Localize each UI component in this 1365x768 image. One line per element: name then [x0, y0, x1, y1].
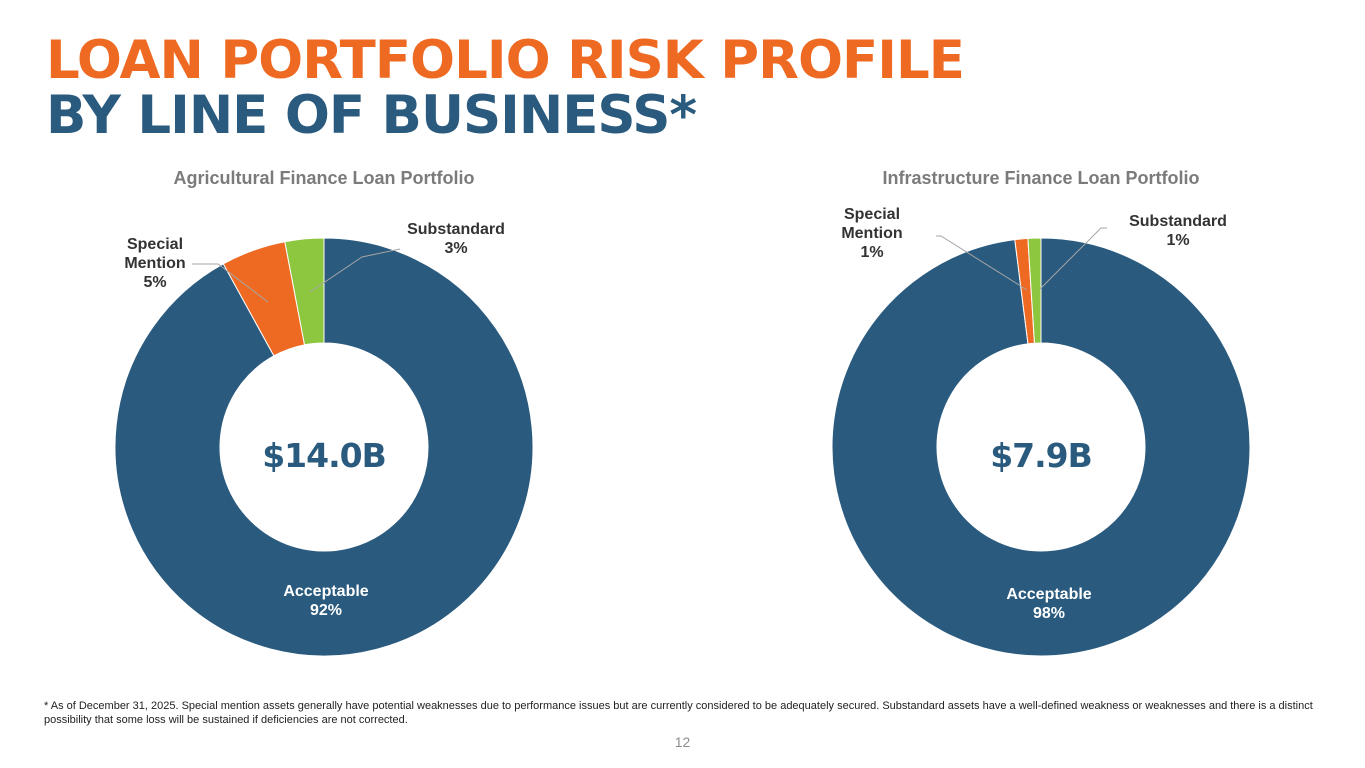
data-label-value: 3% — [444, 240, 468, 257]
chart-title: Infrastructure Finance Loan Portfolio — [882, 168, 1200, 188]
leader-line-substandard — [1039, 227, 1107, 290]
slice-substandard — [1027, 237, 1042, 344]
data-label-category: Substandard — [1129, 213, 1227, 230]
data-label-value: 92% — [309, 602, 343, 619]
infrastructure-donut-svg — [831, 227, 1251, 657]
data-label-special-mention: Special Mention 1% — [802, 205, 942, 262]
data-label-category: Acceptable — [283, 583, 369, 600]
data-label-special-mention: Special Mention 5% — [85, 235, 225, 292]
data-label-acceptable: Acceptable 92% — [256, 582, 396, 620]
data-label-category: Mention — [841, 225, 903, 242]
title-line-1: LOAN PORTFOLIO RISK PROFILE — [46, 30, 965, 91]
data-label-value: 5% — [143, 274, 167, 291]
footnote: * As of December 31, 2025. Special menti… — [44, 700, 1313, 726]
title-line-2: BY LINE OF BUSINESS* — [46, 85, 697, 146]
data-label-value: 1% — [860, 244, 884, 261]
data-label-category: Acceptable — [1006, 586, 1092, 603]
data-label-substandard: Substandard 3% — [386, 220, 526, 258]
slice-substandard — [284, 237, 325, 346]
data-label-category: Substandard — [407, 221, 505, 238]
page-number: 12 — [674, 734, 691, 750]
leader-line-special-mention — [936, 235, 1028, 291]
slice-acceptable — [114, 237, 534, 657]
data-label-category: Special — [126, 236, 184, 253]
data-label-category: Special — [843, 206, 901, 223]
center-total-label: $7.9B — [990, 436, 1093, 475]
agricultural-donut-chart: Agricultural Finance Loan Portfolio $14.… — [44, 160, 604, 670]
center-total-label: $14.0B — [262, 436, 387, 475]
infrastructure-donut-chart: Infrastructure Finance Loan Portfolio $7… — [761, 160, 1321, 670]
slice-acceptable — [831, 237, 1251, 657]
data-label-value: 1% — [1166, 232, 1190, 249]
data-label-category: Mention — [124, 255, 186, 272]
leader-line-special-mention — [192, 263, 269, 303]
data-label-value: 98% — [1032, 605, 1066, 622]
leader-line-substandard — [309, 248, 401, 293]
agricultural-donut-svg — [114, 237, 534, 657]
chart-title: Agricultural Finance Loan Portfolio — [173, 168, 475, 188]
data-label-substandard: Substandard 1% — [1108, 212, 1248, 250]
data-label-acceptable: Acceptable 98% — [979, 585, 1119, 623]
